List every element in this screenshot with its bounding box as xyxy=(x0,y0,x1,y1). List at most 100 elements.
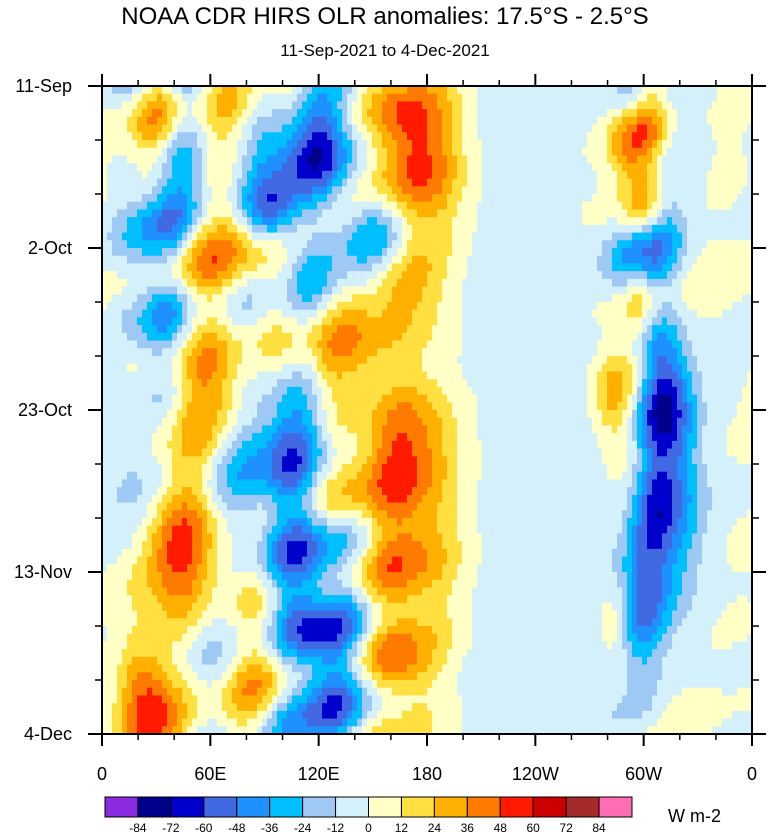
heatmap-cell xyxy=(467,240,473,249)
heatmap-cell xyxy=(347,217,353,226)
heatmap-cell xyxy=(547,116,553,125)
heatmap-cell xyxy=(102,294,108,303)
heatmap-cell xyxy=(647,348,653,357)
heatmap-cell xyxy=(337,217,343,226)
heatmap-cell xyxy=(232,371,238,380)
heatmap-cell xyxy=(177,356,183,365)
heatmap-cell xyxy=(417,332,423,341)
heatmap-cell xyxy=(157,116,163,125)
heatmap-cell xyxy=(552,255,558,264)
heatmap-cell xyxy=(677,309,683,318)
heatmap-cell xyxy=(562,332,568,341)
heatmap-cell xyxy=(337,332,343,341)
heatmap-cell xyxy=(667,140,673,149)
heatmap-cell xyxy=(242,163,248,172)
heatmap-cell xyxy=(677,170,683,179)
heatmap-cell xyxy=(482,325,488,334)
heatmap-cell xyxy=(172,201,178,210)
heatmap-cell xyxy=(577,93,583,102)
heatmap-cell xyxy=(107,140,113,149)
heatmap-cell xyxy=(312,332,318,341)
heatmap-cell xyxy=(427,371,433,380)
heatmap-cell xyxy=(157,170,163,179)
heatmap-cell xyxy=(562,271,568,280)
heatmap-cell xyxy=(542,178,548,187)
heatmap-cell xyxy=(387,371,393,380)
heatmap-cell xyxy=(577,224,583,233)
heatmap-cell xyxy=(547,93,553,102)
heatmap-cell xyxy=(172,186,178,195)
heatmap-cell xyxy=(237,101,243,110)
heatmap-cell xyxy=(172,224,178,233)
heatmap-cell xyxy=(732,217,738,226)
heatmap-cell xyxy=(557,224,563,233)
heatmap-cell xyxy=(637,356,643,365)
heatmap-cell xyxy=(452,309,458,318)
heatmap-cell xyxy=(562,109,568,118)
heatmap-cell xyxy=(322,194,328,203)
heatmap-cell xyxy=(592,224,598,233)
heatmap-cell xyxy=(662,332,668,341)
heatmap-cell xyxy=(277,232,283,241)
heatmap-cell xyxy=(597,286,603,295)
heatmap-cell xyxy=(472,209,478,218)
heatmap-cell xyxy=(552,271,558,280)
heatmap-cell xyxy=(577,163,583,172)
heatmap-cell xyxy=(667,116,673,125)
heatmap-cell xyxy=(207,194,213,203)
heatmap-cell xyxy=(702,163,708,172)
heatmap-cell xyxy=(102,248,108,257)
heatmap-cell xyxy=(682,232,688,241)
heatmap-cell xyxy=(617,209,623,218)
heatmap-cell xyxy=(247,155,253,164)
heatmap-cell xyxy=(737,240,743,249)
heatmap-cell xyxy=(587,140,593,149)
heatmap-cell xyxy=(612,109,618,118)
heatmap-cell xyxy=(112,348,118,357)
heatmap-cell xyxy=(212,356,218,365)
heatmap-cell xyxy=(317,178,323,187)
heatmap-cell xyxy=(572,317,578,326)
heatmap-cell xyxy=(657,248,663,257)
heatmap-cell xyxy=(382,302,388,311)
heatmap-cell xyxy=(627,286,633,295)
heatmap-cell xyxy=(537,317,543,326)
heatmap-cell xyxy=(562,286,568,295)
heatmap-cell xyxy=(387,294,393,303)
heatmap-cell xyxy=(737,86,743,95)
heatmap-cell xyxy=(307,170,313,179)
heatmap-cell xyxy=(627,86,633,95)
heatmap-cell xyxy=(637,317,643,326)
heatmap-cell xyxy=(392,271,398,280)
heatmap-cell xyxy=(442,147,448,156)
heatmap-cell xyxy=(207,155,213,164)
heatmap-cell xyxy=(387,140,393,149)
heatmap-cell xyxy=(727,371,733,380)
heatmap-cell xyxy=(572,163,578,172)
heatmap-cell xyxy=(587,147,593,156)
heatmap-cell xyxy=(237,147,243,156)
heatmap-cell xyxy=(667,209,673,218)
heatmap-cell xyxy=(287,132,293,141)
heatmap-cell xyxy=(207,101,213,110)
heatmap-cell xyxy=(372,363,378,372)
heatmap-cell xyxy=(197,140,203,149)
heatmap-cell xyxy=(157,309,163,318)
heatmap-cell xyxy=(137,86,143,95)
heatmap-cell xyxy=(722,201,728,210)
heatmap-cell xyxy=(337,170,343,179)
heatmap-cell xyxy=(112,240,118,249)
heatmap-cell xyxy=(747,240,753,249)
heatmap-cell xyxy=(282,240,288,249)
heatmap-cell xyxy=(467,340,473,349)
heatmap-cell xyxy=(227,201,233,210)
heatmap-cell xyxy=(392,217,398,226)
heatmap-cell xyxy=(277,263,283,272)
heatmap-cell xyxy=(132,371,138,380)
heatmap-cell xyxy=(712,317,718,326)
heatmap-cell xyxy=(372,317,378,326)
heatmap-cell xyxy=(297,178,303,187)
heatmap-cell xyxy=(547,348,553,357)
heatmap-cell xyxy=(542,371,548,380)
heatmap-cell xyxy=(542,209,548,218)
